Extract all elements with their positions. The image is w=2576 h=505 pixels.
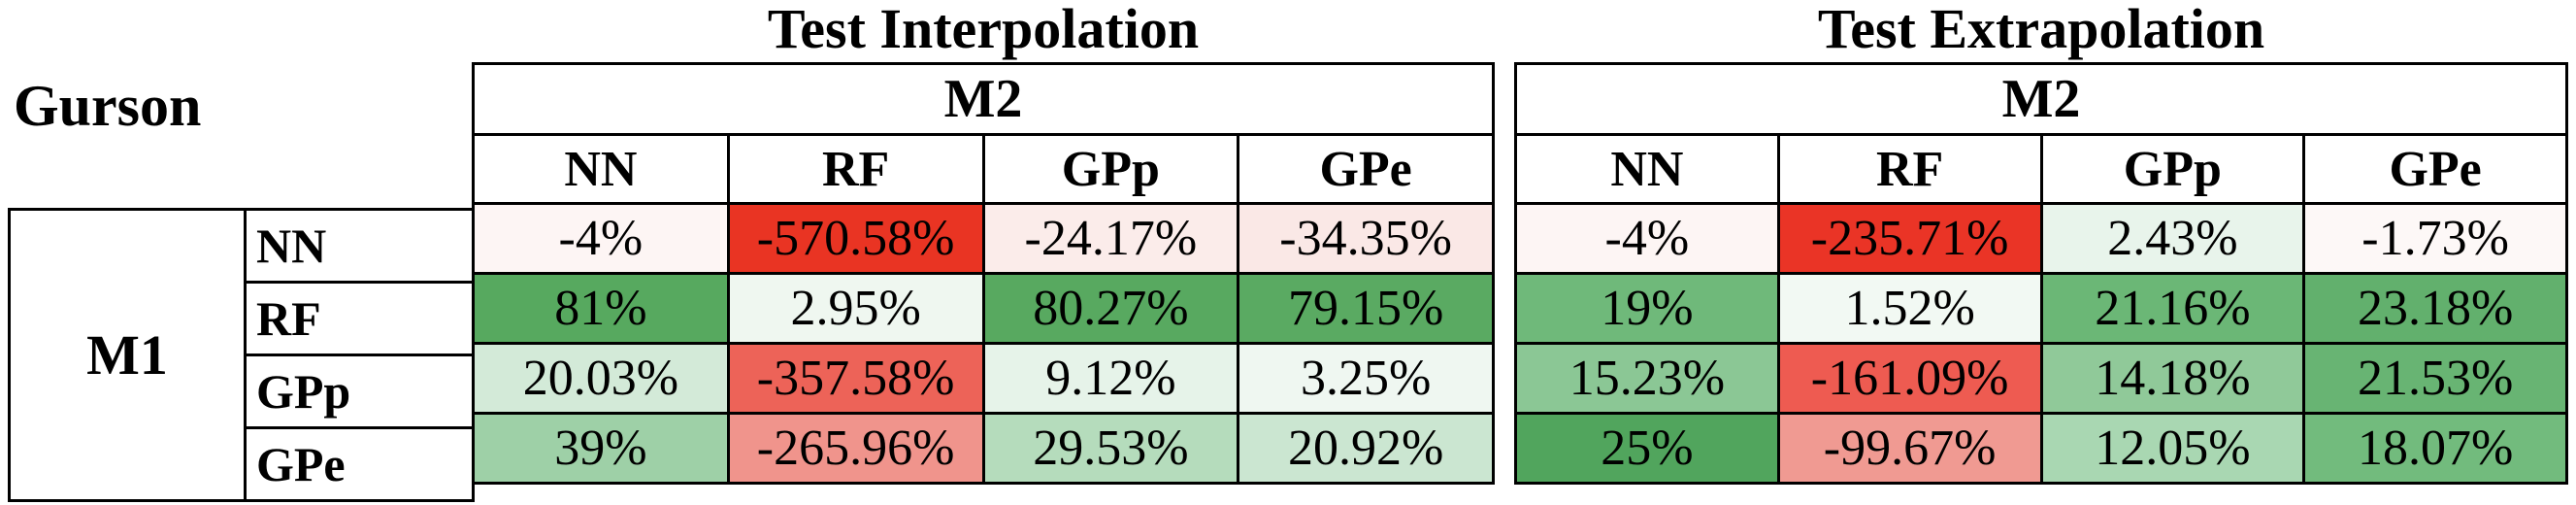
heatmap-cell: -357.58% xyxy=(726,342,985,415)
heatmap-cell: 18.07% xyxy=(2302,412,2568,485)
row-label-gpe: GPe xyxy=(244,426,475,502)
heatmap-cell: -99.67% xyxy=(1776,412,2043,485)
row-label-nn: NN xyxy=(244,208,475,284)
heatmap-cell: 9.12% xyxy=(981,342,1240,415)
heatmap-cell: 12.05% xyxy=(2039,412,2306,485)
heatmap-cell: 79.15% xyxy=(1237,272,1495,345)
table-row: M1 NN xyxy=(8,208,475,502)
table-row: 19% 1.52% 21.16% 23.18% xyxy=(1514,272,2568,345)
heatmap-cell: 29.53% xyxy=(981,412,1240,485)
panel-title-extrapolation: Test Extrapolation xyxy=(1817,0,2265,60)
table-row: NN RF GPp GPe xyxy=(472,133,1495,205)
table-row: 15.23% -161.09% 14.18% 21.53% xyxy=(1514,342,2568,415)
heatmap-cell: 2.43% xyxy=(2039,202,2306,275)
panel-title-interpolation: Test Interpolation xyxy=(767,0,1200,60)
heatmap-cell: -34.35% xyxy=(1237,202,1495,275)
table-row: RF xyxy=(10,281,475,356)
table-row: GPp xyxy=(10,354,475,429)
table-row: GPe xyxy=(10,426,475,502)
m2-header: M2 xyxy=(472,62,1495,136)
heatmap-cell: -235.71% xyxy=(1776,202,2043,275)
table-row: 25% -99.67% 12.05% 18.07% xyxy=(1514,412,2568,485)
interpolation-panel: Test Interpolation M2 NN RF GPp GPe -4% … xyxy=(472,0,1495,485)
col-header-nn: NN xyxy=(1514,133,1780,205)
heatmap-cell: 1.52% xyxy=(1776,272,2043,345)
col-header-nn: NN xyxy=(472,133,730,205)
heatmap-cell: 21.16% xyxy=(2039,272,2306,345)
table-row: -4% -570.58% -24.17% -34.35% xyxy=(472,202,1495,275)
heatmap-cell: 80.27% xyxy=(981,272,1240,345)
heatmap-cell: 21.53% xyxy=(2302,342,2568,415)
heatmap-cell: 14.18% xyxy=(2039,342,2306,415)
table-row: M2 xyxy=(1514,62,2568,136)
heatmap-cell: 15.23% xyxy=(1514,342,1780,415)
heatmap-cell: -161.09% xyxy=(1776,342,2043,415)
col-header-gpp: GPp xyxy=(981,133,1240,205)
table-row: 39% -265.96% 29.53% 20.92% xyxy=(472,412,1495,485)
heatmap-cell: 19% xyxy=(1514,272,1780,345)
table-row: NN RF GPp GPe xyxy=(1514,133,2568,205)
row-label-gpp: GPp xyxy=(244,354,475,429)
heatmap-cell: -570.58% xyxy=(726,202,985,275)
heatmap-cell: -1.73% xyxy=(2302,202,2568,275)
heatmap-cell: -24.17% xyxy=(981,202,1240,275)
col-header-gpe: GPe xyxy=(1237,133,1495,205)
heatmap-cell: -4% xyxy=(472,202,730,275)
gurson-label: Gurson xyxy=(14,74,202,138)
m1-label-table: M1 NN RF GPp GPe xyxy=(8,208,475,502)
heatmap-cell: 20.92% xyxy=(1237,412,1495,485)
heatmap-cell: 2.95% xyxy=(726,272,985,345)
col-header-rf: RF xyxy=(1776,133,2043,205)
extrapolation-table: M2 NN RF GPp GPe -4% -235.71% 2.43% -1.7… xyxy=(1514,62,2568,485)
heatmap-cell: 39% xyxy=(472,412,730,485)
table-row: 20.03% -357.58% 9.12% 3.25% xyxy=(472,342,1495,415)
heatmap-cell: 3.25% xyxy=(1237,342,1495,415)
m1-label: M1 xyxy=(8,208,247,502)
col-header-gpp: GPp xyxy=(2039,133,2306,205)
table-row: M2 xyxy=(472,62,1495,136)
m2-header: M2 xyxy=(1514,62,2568,136)
extrapolation-panel: Test Extrapolation M2 NN RF GPp GPe -4% … xyxy=(1514,0,2568,485)
col-header-gpe: GPe xyxy=(2302,133,2568,205)
table-row: 81% 2.95% 80.27% 79.15% xyxy=(472,272,1495,345)
table-row: -4% -235.71% 2.43% -1.73% xyxy=(1514,202,2568,275)
interpolation-table: M2 NN RF GPp GPe -4% -570.58% -24.17% -3… xyxy=(472,62,1495,485)
row-label-rf: RF xyxy=(244,281,475,356)
heatmap-cell: 81% xyxy=(472,272,730,345)
heatmap-cell: -4% xyxy=(1514,202,1780,275)
col-header-rf: RF xyxy=(726,133,985,205)
heatmap-cell: 25% xyxy=(1514,412,1780,485)
heatmap-cell: -265.96% xyxy=(726,412,985,485)
heatmap-cell: 20.03% xyxy=(472,342,730,415)
heatmap-cell: 23.18% xyxy=(2302,272,2568,345)
